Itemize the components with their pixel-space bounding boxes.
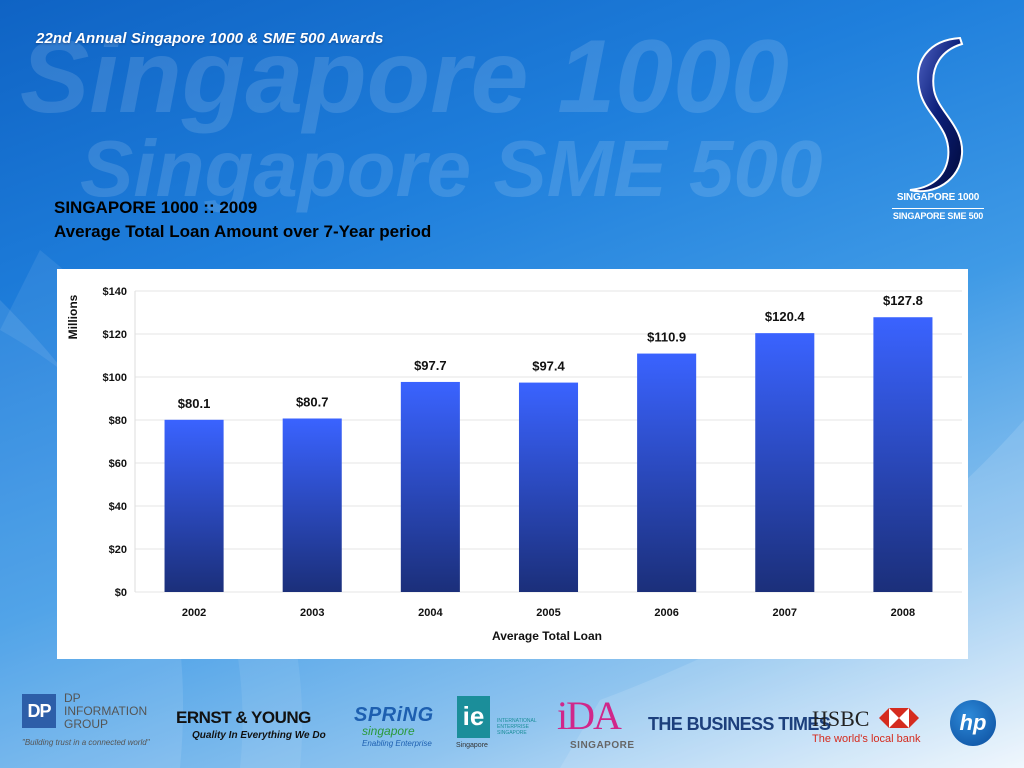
ey-logo-name: ERNST & YOUNG xyxy=(176,708,311,727)
x-tick-label-2006: 2006 xyxy=(654,607,678,619)
y-tick-label: $100 xyxy=(103,372,127,384)
bar-2005 xyxy=(518,382,579,592)
s-emblem-icon xyxy=(909,36,964,193)
data-label-2004: $97.7 xyxy=(414,358,447,373)
x-tick-label-2004: 2004 xyxy=(418,607,443,619)
ie-logo-text: INTERNATIONAL ENTERPRISE SINGAPORE xyxy=(497,718,537,736)
bar-2002 xyxy=(164,419,224,592)
hp-logo: hp xyxy=(950,700,996,746)
y-tick-label: $80 xyxy=(109,415,127,427)
y-tick-label: $20 xyxy=(109,544,127,556)
dp-logo-name: DP INFORMATION GROUP xyxy=(64,691,148,731)
y-tick-label: $60 xyxy=(109,458,127,470)
slide-title: SINGAPORE 1000 :: 2009 Average Total Loa… xyxy=(54,196,431,244)
ey-logo-tagline: Quality In Everything We Do xyxy=(192,730,326,741)
event-title: 22nd Annual Singapore 1000 & SME 500 Awa… xyxy=(36,30,384,47)
slide-title-line2: Average Total Loan Amount over 7-Year pe… xyxy=(54,222,432,241)
spring-logo-sub: singapore xyxy=(362,724,415,738)
x-tick-label-2008: 2008 xyxy=(891,607,915,619)
slide-title-line1: SINGAPORE 1000 :: 2009 xyxy=(54,198,258,217)
spring-logo-tagline: Enabling Enterprise xyxy=(362,739,432,748)
spring-logo-name: SPRiNG xyxy=(354,704,434,726)
x-tick-label-2002: 2002 xyxy=(182,607,206,619)
ie-logo-sub: Singapore xyxy=(456,742,488,749)
hsbc-logo-tagline: The world's local bank xyxy=(812,733,921,745)
emblem-line2: SINGAPORE SME 500 xyxy=(892,208,984,221)
x-tick-label-2005: 2005 xyxy=(536,607,560,619)
y-tick-label: $120 xyxy=(103,329,127,341)
ida-logo-name: iDA xyxy=(557,693,622,738)
dp-logo-mark: DP xyxy=(22,694,56,728)
y-axis-title: Millions xyxy=(66,294,80,339)
data-label-2006: $110.9 xyxy=(647,330,686,345)
data-label-2007: $120.4 xyxy=(765,309,806,324)
business-times-logo: THE BUSINESS TIMES xyxy=(648,714,831,734)
y-tick-label: $0 xyxy=(115,587,127,599)
bar-2007 xyxy=(755,333,815,592)
bar-2004 xyxy=(400,381,460,592)
data-label-2008: $127.8 xyxy=(883,293,923,308)
hsbc-logo-text: HSBC xyxy=(812,706,870,731)
bar-2006 xyxy=(637,353,697,592)
x-tick-label-2007: 2007 xyxy=(773,607,797,619)
y-tick-label: $140 xyxy=(103,286,127,298)
emblem-line1: SINGAPORE 1000 xyxy=(896,192,980,203)
ida-logo-sub: SINGAPORE xyxy=(570,740,635,751)
hsbc-hexagon-icon xyxy=(878,708,919,728)
chart-panel: $0 $20 $40 $60 $80 $100 $120 $140 $80.1 2002 $80.7… xyxy=(57,269,968,659)
hsbc-logo-name: HSBC xyxy=(812,706,919,732)
sponsor-logos: DP DP INFORMATION GROUP "Building trust … xyxy=(0,678,1024,768)
bar-chart: $0 $20 $40 $60 $80 $100 $120 $140 $80.1 2002 $80.7… xyxy=(66,286,962,643)
data-label-2003: $80.7 xyxy=(296,394,329,409)
data-label-2002: $80.1 xyxy=(178,396,211,411)
dp-logo-tagline: "Building trust in a connected world" xyxy=(22,738,150,747)
ie-logo-mark: ie xyxy=(457,696,490,738)
bar-2003 xyxy=(282,418,342,592)
y-tick-label: $40 xyxy=(109,501,127,513)
bar-2008 xyxy=(873,317,933,592)
x-axis-title: Average Total Loan xyxy=(492,629,602,643)
x-tick-label-2003: 2003 xyxy=(300,607,324,619)
data-label-2005: $97.4 xyxy=(532,359,565,374)
